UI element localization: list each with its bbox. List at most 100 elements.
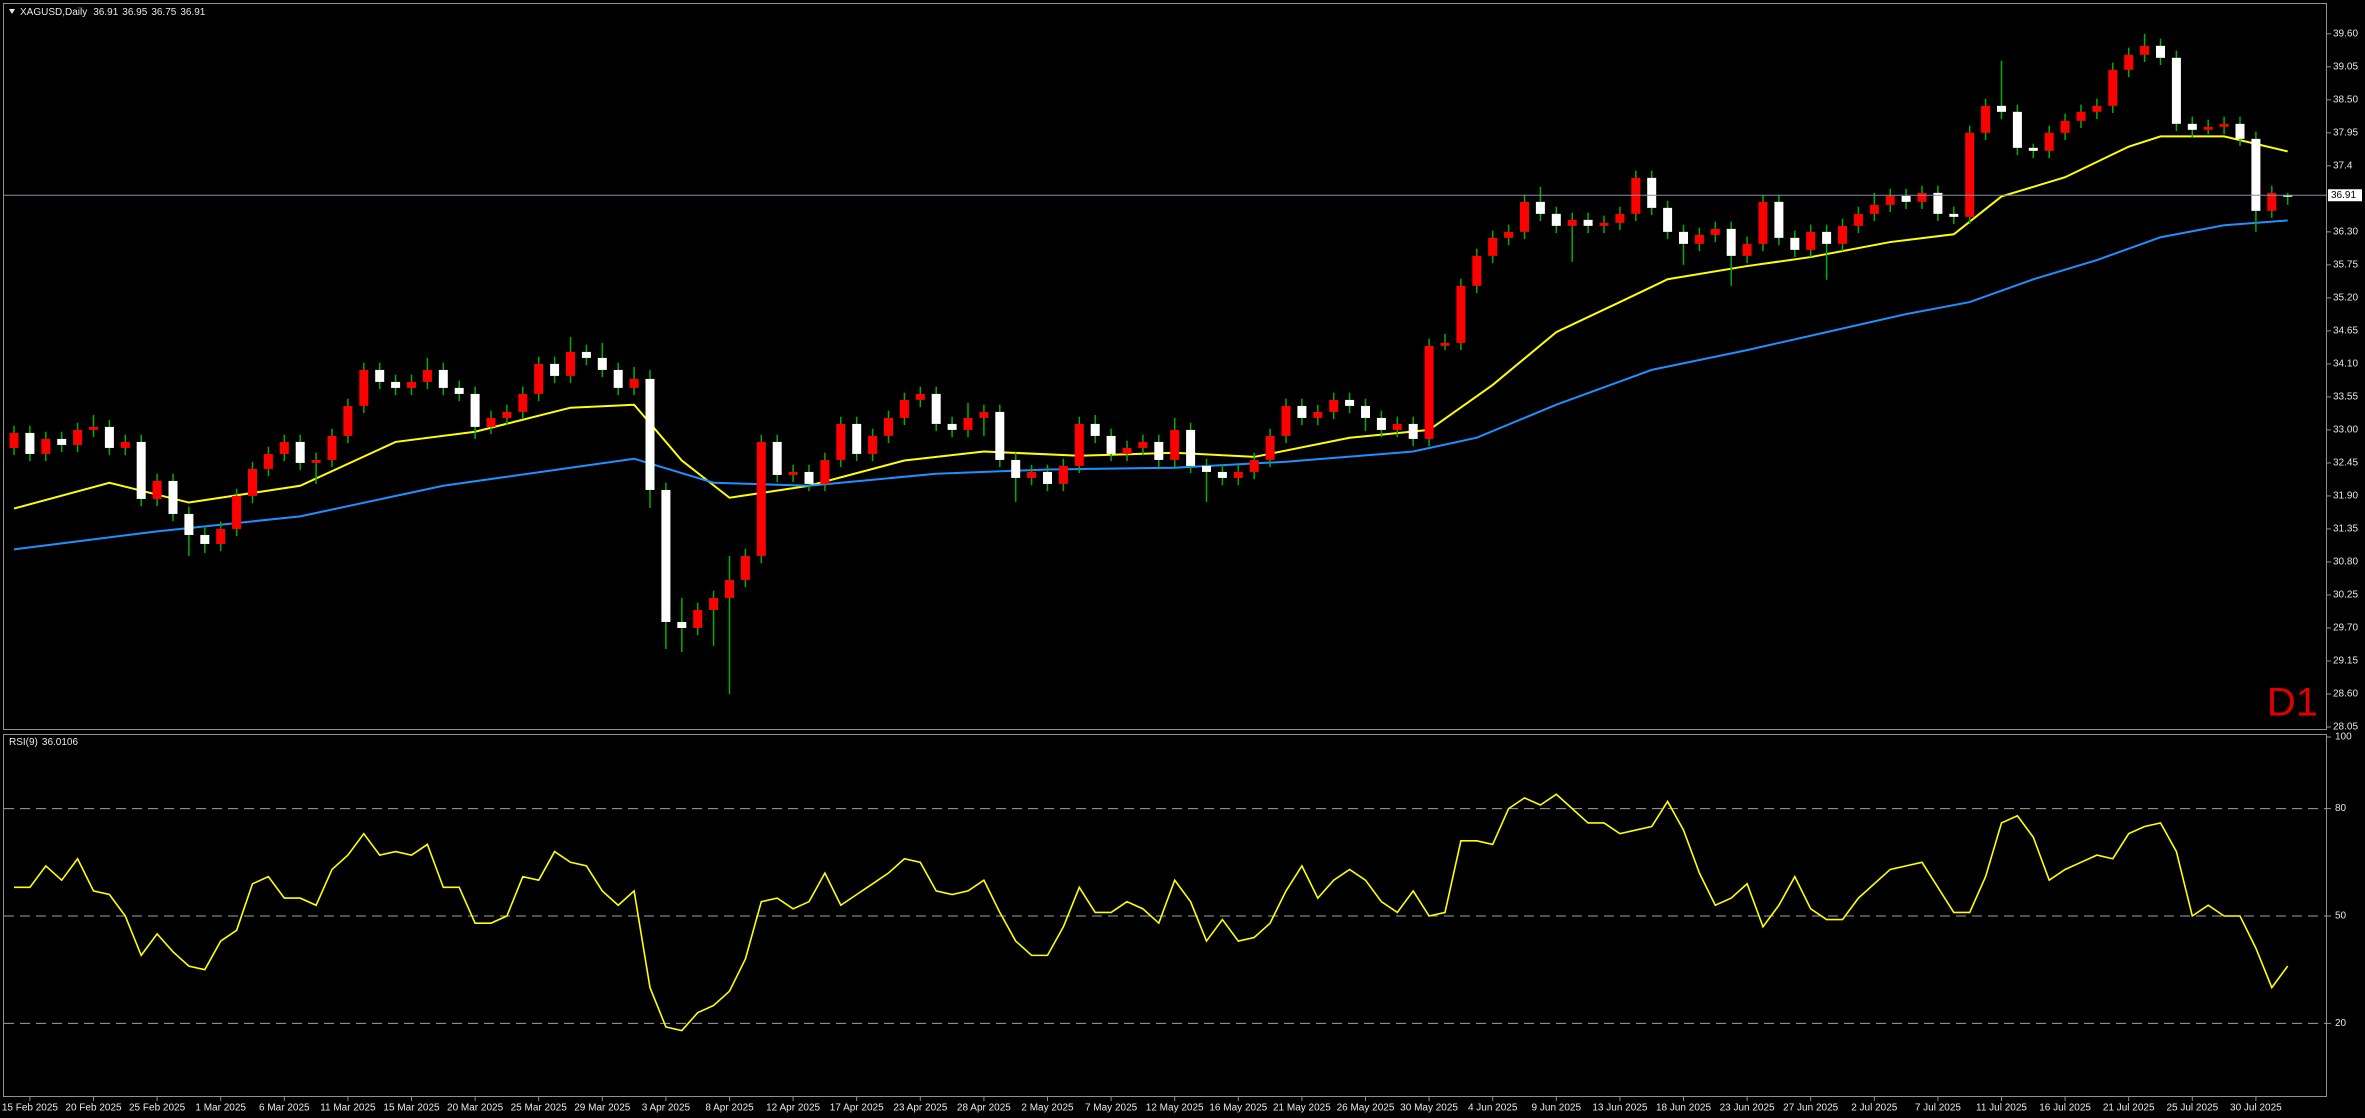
candle-body (2108, 69, 2118, 106)
candle-body (1520, 201, 1529, 232)
y-tick-label: 39.60 (2333, 28, 2358, 39)
y-tick-label: 100 (2335, 732, 2352, 743)
candle-body (550, 363, 560, 376)
candle-body (518, 393, 528, 412)
candle-body (1186, 429, 1196, 466)
x-tick-label: 7 May 2025 (1085, 1103, 1138, 1114)
candle-body (263, 453, 273, 469)
candle-body (104, 426, 114, 448)
candle-body (899, 399, 909, 418)
candle-body (1901, 195, 1911, 202)
candle-body (1472, 255, 1482, 286)
candle-body (41, 438, 51, 454)
x-tick-label: 29 Mar 2025 (574, 1103, 631, 1114)
candle-body (1615, 213, 1625, 223)
candle-body (1917, 192, 1927, 202)
candle-body (645, 378, 655, 490)
candle-body (1599, 222, 1609, 226)
candle-body (1726, 228, 1736, 256)
y-tick-label: 28.05 (2333, 722, 2358, 733)
candle-body (884, 417, 893, 436)
candle-body (661, 489, 671, 622)
candle-body (1710, 228, 1720, 235)
candle-body (2267, 192, 2277, 211)
y-tick-label: 38.50 (2333, 94, 2358, 105)
candle-body (1790, 237, 1800, 250)
x-tick-label: 18 Jun 2025 (1656, 1103, 1711, 1114)
candle-body (232, 495, 242, 529)
x-tick-label: 12 Apr 2025 (766, 1103, 820, 1114)
candle-body (2060, 120, 2070, 133)
candle-body (89, 426, 98, 430)
candle-body (2219, 123, 2229, 127)
plot-layer: 39.60 39.05 38.50 37.95 37.4 36.30 35.75 35.20 3… (2, 28, 2362, 1114)
y-tick-label: 32.45 (2333, 458, 2358, 469)
candle-body (756, 441, 766, 556)
candle-body (422, 369, 432, 382)
x-tick-label: 25 Jul 2025 (2166, 1103, 2218, 1114)
candle-body (1440, 342, 1450, 346)
y-tick-label: 30.80 (2333, 557, 2358, 568)
candle-body (438, 369, 448, 388)
y-tick-label: 37.4 (2333, 160, 2353, 171)
candle-body (1297, 405, 1307, 418)
y-tick-label: 35.20 (2333, 293, 2358, 304)
x-tick-label: 30 Jul 2025 (2230, 1103, 2282, 1114)
candle-body (168, 480, 178, 514)
candle-body (279, 441, 289, 454)
y-tick-label: 39.05 (2333, 61, 2358, 72)
candle-body (391, 381, 401, 388)
x-tick-label: 7 Jul 2025 (1915, 1103, 1962, 1114)
x-tick-label: 13 Jun 2025 (1592, 1103, 1647, 1114)
candle-body (407, 381, 416, 388)
candle-body (25, 432, 35, 454)
header-close: 36.91 (180, 7, 205, 18)
candle-body (2187, 123, 2197, 130)
x-tick-label: 15 Feb 2025 (2, 1103, 59, 1114)
candle-body (868, 435, 878, 454)
candle-body (1202, 465, 1211, 472)
symbol-title: XAGUSD,Daily (20, 7, 87, 18)
candle-body (1758, 201, 1768, 244)
y-tick-label: 80 (2335, 803, 2347, 814)
candle-body (248, 468, 257, 496)
candle-body (1074, 423, 1084, 466)
candle-body (597, 357, 607, 370)
x-tick-label: 20 Feb 2025 (65, 1103, 122, 1114)
candle-body (581, 351, 591, 358)
header-low: 36.75 (151, 7, 176, 18)
candle-body (931, 393, 941, 424)
candle-body (2171, 57, 2181, 124)
x-tick-label: 2 Jul 2025 (1851, 1103, 1898, 1114)
x-tick-label: 25 Mar 2025 (511, 1103, 568, 1114)
rsi-last-value: 36.0106 (42, 737, 79, 748)
candle-body (1981, 105, 1991, 133)
candle-body (1313, 411, 1323, 418)
dropdown-icon[interactable] (9, 9, 15, 14)
candle-body (327, 435, 337, 460)
candle-body (1106, 435, 1116, 454)
candle-body (2012, 111, 2022, 148)
y-tick-label: 35.75 (2333, 260, 2358, 271)
x-tick-label: 17 Apr 2025 (830, 1103, 884, 1114)
x-tick-label: 11 Jul 2025 (1976, 1103, 2027, 1114)
candle-body (454, 387, 464, 394)
candle-body (804, 471, 814, 484)
candle-body (1885, 195, 1895, 205)
candle-body (963, 417, 973, 430)
candle-body (1933, 192, 1943, 214)
candle-body (470, 393, 480, 427)
x-tick-label: 4 Jun 2025 (1468, 1103, 1518, 1114)
y-tick-label: 29.70 (2333, 623, 2358, 634)
x-tick-label: 3 Apr 2025 (642, 1103, 691, 1114)
candle-body (2283, 195, 2293, 197)
candle-body (1997, 105, 2006, 112)
candle-body (852, 423, 862, 454)
candle-body (1535, 201, 1545, 214)
candle-body (772, 441, 782, 475)
candle-body (1170, 429, 1180, 460)
candle-body (2124, 54, 2134, 70)
candle-body (1281, 405, 1291, 436)
y-tick-label: 33.55 (2333, 392, 2358, 403)
